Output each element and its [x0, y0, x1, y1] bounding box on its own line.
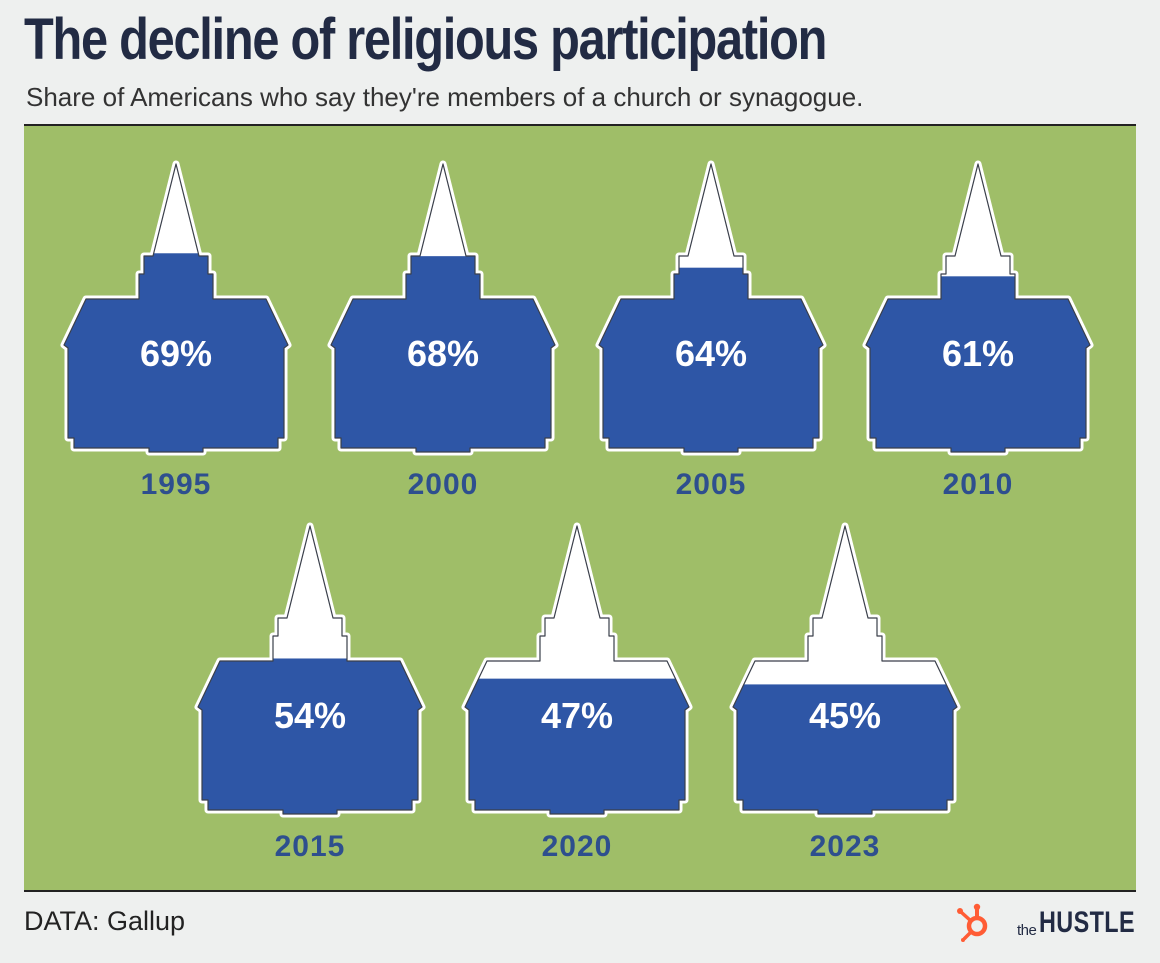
value-label: 61%: [942, 333, 1014, 374]
church-2015: 54% 2015: [190, 526, 430, 863]
value-label: 69%: [140, 333, 212, 374]
year-label: 2010: [943, 468, 1014, 501]
church-fill-bar: [866, 276, 1090, 452]
church-2005: 64% 2005: [591, 164, 831, 501]
brand-prefix: the: [1017, 922, 1037, 939]
church-2010: 61% 2010: [858, 164, 1098, 501]
church-1995: 69% 1995: [56, 164, 296, 501]
value-label: 45%: [809, 695, 881, 736]
year-label: 2020: [542, 830, 613, 863]
data-source: DATA: Gallup: [24, 906, 186, 936]
chart-subtitle: Share of Americans who say they're membe…: [26, 82, 864, 112]
chart-title: The decline of religious participation: [24, 7, 827, 72]
value-label: 54%: [274, 695, 346, 736]
church-fill-bar: [198, 658, 422, 814]
chart-panel: 69% 1995 68% 2000 64% 2005 61% 2010 54% 2015 47% 20…: [24, 124, 1136, 892]
church-2000: 68% 2000: [323, 164, 563, 501]
church-2020: 47% 2020: [457, 526, 697, 863]
church-2023: 45% 2023: [725, 526, 965, 863]
year-label: 2023: [810, 830, 881, 863]
year-label: 2015: [275, 830, 346, 863]
brand-name: HUSTLE: [1039, 906, 1135, 939]
year-label: 1995: [141, 468, 212, 501]
church-pictograph: 69% 1995 68% 2000 64% 2005 61% 2010 54% 2015 47% 20…: [24, 126, 1136, 863]
value-label: 47%: [541, 695, 613, 736]
value-label: 68%: [407, 333, 479, 374]
hubspot-icon: [957, 903, 988, 942]
church-fill-bar: [733, 684, 957, 814]
year-label: 2005: [676, 468, 747, 501]
value-label: 64%: [675, 333, 747, 374]
church-fill-bar: [465, 678, 689, 814]
year-label: 2000: [408, 468, 479, 501]
